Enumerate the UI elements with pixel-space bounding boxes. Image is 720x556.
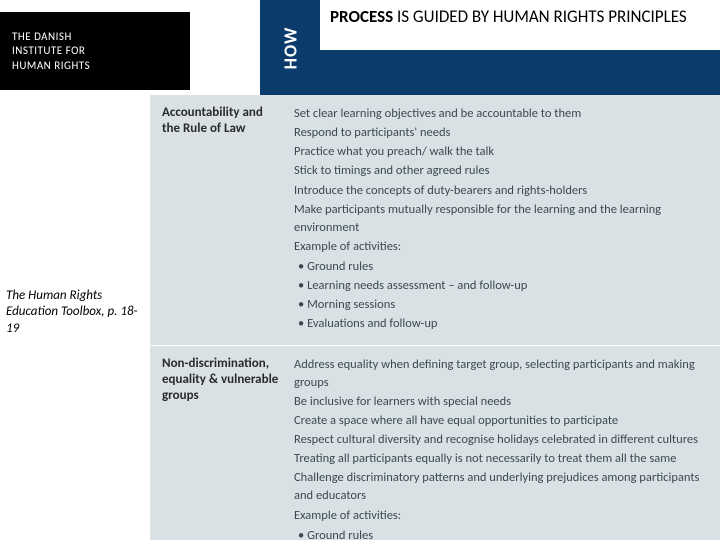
line: Treating all participants equally is not… — [294, 450, 706, 468]
content-area: Accountability and the Rule of Law Set c… — [150, 95, 720, 540]
logo-line3: HUMAN RIGHTS — [12, 59, 178, 73]
line: Challenge discriminatory patterns and un… — [294, 469, 706, 505]
logo-block: THE DANISH INSTITUTE FOR HUMAN RIGHTS — [0, 12, 190, 90]
bullet: Evaluations and follow-up — [298, 315, 706, 333]
line: Make participants mutually responsible f… — [294, 201, 706, 237]
header-title: PROCESS IS GUIDED BY HUMAN RIGHTS PRINCI… — [330, 6, 710, 27]
logo-line1: THE DANISH — [12, 30, 178, 44]
header-subtitle: - How should learners learn? — [330, 37, 710, 54]
line: Example of activities: — [294, 507, 706, 525]
line: Example of activities: — [294, 238, 706, 256]
line: Introduce the concepts of duty-bearers a… — [294, 182, 706, 200]
logo-line2: INSTITUTE FOR — [12, 44, 178, 58]
section-nondiscrimination: Non-discrimination, equality & vulnerabl… — [150, 345, 720, 556]
section-title: Accountability and the Rule of Law — [150, 95, 290, 345]
how-label: HOW — [279, 26, 301, 69]
line: Set clear learning objectives and be acc… — [294, 105, 706, 123]
header-title-bold: PROCESS — [330, 6, 393, 27]
bullet: Ground rules — [298, 258, 706, 276]
how-label-block: HOW — [260, 0, 320, 95]
section-body: Address equality when defining target gr… — [290, 346, 720, 556]
line: Address equality when defining target gr… — [294, 356, 706, 392]
line: Stick to timings and other agreed rules — [294, 162, 706, 180]
line: Create a space where all have equal oppo… — [294, 412, 706, 430]
section-accountability: Accountability and the Rule of Law Set c… — [150, 95, 720, 345]
line: Respond to participants' needs — [294, 124, 706, 142]
bullet: Learning needs assessment – and follow-u… — [298, 277, 706, 295]
citation: The Human Rights Education Toolbox, p. 1… — [6, 288, 146, 337]
header-content: PROCESS IS GUIDED BY HUMAN RIGHTS PRINCI… — [330, 6, 710, 54]
line: Respect cultural diversity and recognise… — [294, 431, 706, 449]
header-title-rest: IS GUIDED BY HUMAN RIGHTS PRINCIPLES — [393, 6, 687, 27]
bullet: Morning sessions — [298, 296, 706, 314]
line: Be inclusive for learners with special n… — [294, 393, 706, 411]
bullet: Ground rules — [298, 527, 706, 545]
section-body: Set clear learning objectives and be acc… — [290, 95, 720, 345]
bullet-list: Ground rules — [298, 527, 706, 545]
section-title: Non-discrimination, equality & vulnerabl… — [150, 346, 290, 556]
bullet-list: Ground rules Learning needs assessment –… — [298, 258, 706, 334]
line: Practice what you preach/ walk the talk — [294, 143, 706, 161]
